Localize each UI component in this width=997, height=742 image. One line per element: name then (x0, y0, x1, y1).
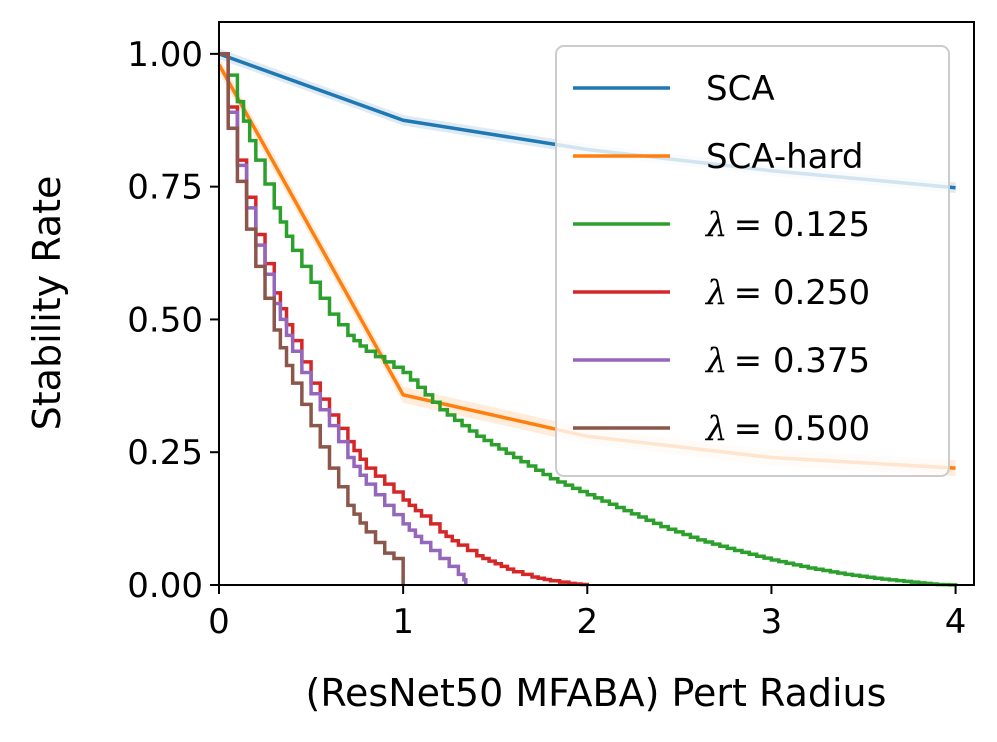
legend-label: SCA-hard (706, 137, 863, 177)
y-tick-label: 0.25 (127, 433, 203, 473)
legend-label: λ = 0.125 (704, 205, 870, 245)
legend-label: λ = 0.500 (704, 409, 870, 449)
x-tick-label: 3 (761, 602, 783, 642)
x-axis-ticks: 0 1 2 3 4 (208, 585, 966, 642)
legend-box (555, 45, 950, 477)
y-axis-ticks: 0.00 0.25 0.50 0.75 1.00 (127, 35, 219, 606)
legend-label: λ = 0.375 (704, 341, 870, 381)
plot-frame (218, 21, 975, 586)
legend-label: SCA (706, 69, 775, 109)
y-tick-label: 0.75 (127, 168, 203, 208)
x-tick-label: 1 (392, 602, 414, 642)
x-tick-label: 4 (945, 602, 967, 642)
x-tick-label: 0 (208, 602, 230, 642)
series-line-0.125 (219, 52, 958, 587)
y-tick-label: 0.00 (127, 566, 203, 606)
x-tick-label: 2 (576, 602, 598, 642)
x-axis-label: (ResNet50 MFABA) Pert Radius (306, 671, 887, 715)
y-axis-label: Stability Rate (25, 176, 69, 431)
y-tick-label: 0.50 (127, 300, 203, 340)
series-line-0.375 (219, 52, 468, 585)
legend-label: λ = 0.250 (704, 273, 870, 313)
series-line-0.500 (219, 52, 405, 585)
y-tick-label: 1.00 (127, 35, 203, 75)
legend: SCA SCA-hard λ = 0.125 λ = 0.250 λ = 0.375 λ = 0.… (555, 45, 950, 477)
